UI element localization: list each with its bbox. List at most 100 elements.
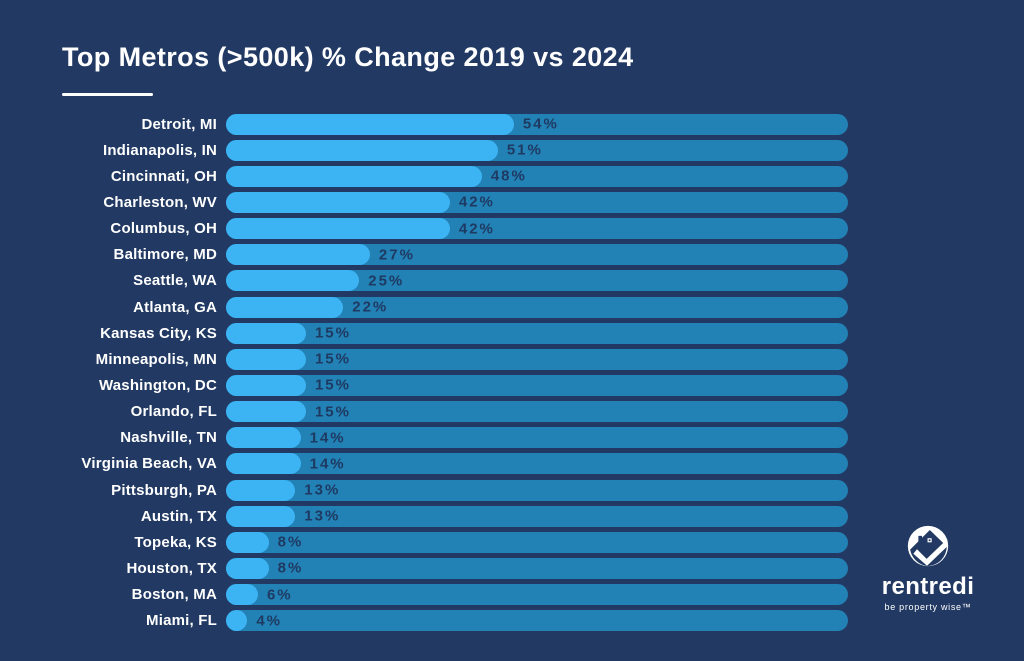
category-label: Miami, FL: [146, 612, 217, 630]
bar-fill: [226, 610, 248, 632]
value-label: 15%: [314, 403, 351, 421]
bar-track: 42%: [226, 191, 848, 213]
chart-row: Pittsburgh, PA 13%: [0, 477, 1024, 503]
chart-row: Charleston, WV 42%: [0, 189, 1024, 215]
bar-track: 15%: [226, 348, 848, 370]
category-label: Baltimore, MD: [113, 246, 217, 264]
chart-row: Cincinnati, OH 48%: [0, 163, 1024, 189]
chart-row: Kansas City, KS 15%: [0, 320, 1024, 346]
bar-fill: [226, 374, 306, 396]
rentredi-logo-icon: [907, 525, 949, 567]
chart-row: Topeka, KS 8%: [0, 529, 1024, 555]
chart-row: Columbus, OH 42%: [0, 216, 1024, 242]
category-label: Houston, TX: [126, 559, 217, 577]
bar-fill: [226, 557, 269, 579]
bar-fill: [226, 270, 360, 292]
bar-fill: [226, 218, 450, 240]
bar-track: 15%: [226, 322, 848, 344]
value-label: 6%: [266, 586, 293, 604]
category-label: Boston, MA: [131, 586, 217, 604]
bar-track: 13%: [226, 479, 848, 501]
value-label: 15%: [314, 350, 351, 368]
chart-row: Houston, TX 8%: [0, 555, 1024, 581]
chart-row: Austin, TX 13%: [0, 503, 1024, 529]
value-label: 25%: [368, 272, 405, 290]
value-label: 8%: [277, 533, 304, 551]
bar-track: 42%: [226, 218, 848, 240]
brand-block: rentredi be property wise™: [861, 524, 995, 612]
bar-track: 14%: [226, 427, 848, 449]
bar-track: 51%: [226, 139, 848, 161]
bar-fill: [226, 244, 370, 266]
chart-row: Baltimore, MD 27%: [0, 242, 1024, 268]
chart-title: Top Metros (>500k) % Change 2019 vs 2024: [62, 42, 634, 72]
category-label: Detroit, MI: [141, 115, 217, 133]
value-label: 54%: [522, 115, 559, 133]
chart-row: Atlanta, GA 22%: [0, 294, 1024, 320]
category-label: Charleston, WV: [103, 193, 217, 211]
bar-track: 6%: [226, 584, 848, 606]
value-label: 13%: [304, 507, 341, 525]
bar-fill: [226, 139, 498, 161]
bar-chart: Detroit, MI 54% Indianapolis, IN 51% Cin…: [0, 111, 1024, 634]
category-label: Kansas City, KS: [100, 324, 217, 342]
category-label: Pittsburgh, PA: [111, 481, 217, 499]
category-label: Columbus, OH: [110, 220, 217, 238]
chart-row: Indianapolis, IN 51%: [0, 137, 1024, 163]
bar-track: 4%: [226, 610, 848, 632]
title-underline: [62, 93, 153, 96]
category-label: Virginia Beach, VA: [81, 455, 217, 473]
bar-fill: [226, 427, 301, 449]
value-label: 8%: [277, 559, 304, 577]
category-label: Seattle, WA: [133, 272, 217, 290]
bar-track: 22%: [226, 296, 848, 318]
bar-fill: [226, 479, 296, 501]
value-label: 13%: [304, 481, 341, 499]
value-label: 22%: [352, 298, 389, 316]
bar-track: 14%: [226, 453, 848, 475]
chart-row: Seattle, WA 25%: [0, 268, 1024, 294]
chart-row: Miami, FL 4%: [0, 608, 1024, 634]
bar-track: 27%: [226, 244, 848, 266]
bar-track: 15%: [226, 374, 848, 396]
category-label: Cincinnati, OH: [110, 167, 217, 185]
bar-track: 48%: [226, 165, 848, 187]
value-label: 42%: [458, 220, 495, 238]
chart-row: Boston, MA 6%: [0, 582, 1024, 608]
chart-row: Detroit, MI 54%: [0, 111, 1024, 137]
category-label: Orlando, FL: [130, 403, 217, 421]
bar-fill: [226, 296, 344, 318]
bar-track: 8%: [226, 531, 848, 553]
value-label: 48%: [490, 167, 527, 185]
chart-row: Nashville, TN 14%: [0, 425, 1024, 451]
category-label: Washington, DC: [98, 376, 217, 394]
brand-name: rentredi: [881, 573, 975, 600]
bar-fill: [226, 165, 482, 187]
category-label: Atlanta, GA: [133, 298, 217, 316]
category-label: Austin, TX: [140, 507, 217, 525]
chart-row: Virginia Beach, VA 14%: [0, 451, 1024, 477]
bar-track: 8%: [226, 557, 848, 579]
bar-fill: [226, 113, 514, 135]
value-label: 42%: [458, 193, 495, 211]
chart-row: Washington, DC 15%: [0, 372, 1024, 398]
category-label: Nashville, TN: [120, 429, 217, 447]
value-label: 51%: [506, 141, 543, 159]
chart-row: Orlando, FL 15%: [0, 399, 1024, 425]
bar-fill: [226, 584, 258, 606]
bar-track: 25%: [226, 270, 848, 292]
value-label: 14%: [309, 455, 346, 473]
chart-row: Minneapolis, MN 15%: [0, 346, 1024, 372]
bar-track: 54%: [226, 113, 848, 135]
category-label: Minneapolis, MN: [95, 350, 217, 368]
bar-fill: [226, 191, 450, 213]
bar-fill: [226, 453, 301, 475]
value-label: 27%: [378, 246, 415, 264]
value-label: 15%: [314, 376, 351, 394]
category-label: Topeka, KS: [134, 533, 217, 551]
bar-fill: [226, 505, 296, 527]
bar-fill: [226, 401, 306, 423]
bar-fill: [226, 348, 306, 370]
value-label: 14%: [309, 429, 346, 447]
